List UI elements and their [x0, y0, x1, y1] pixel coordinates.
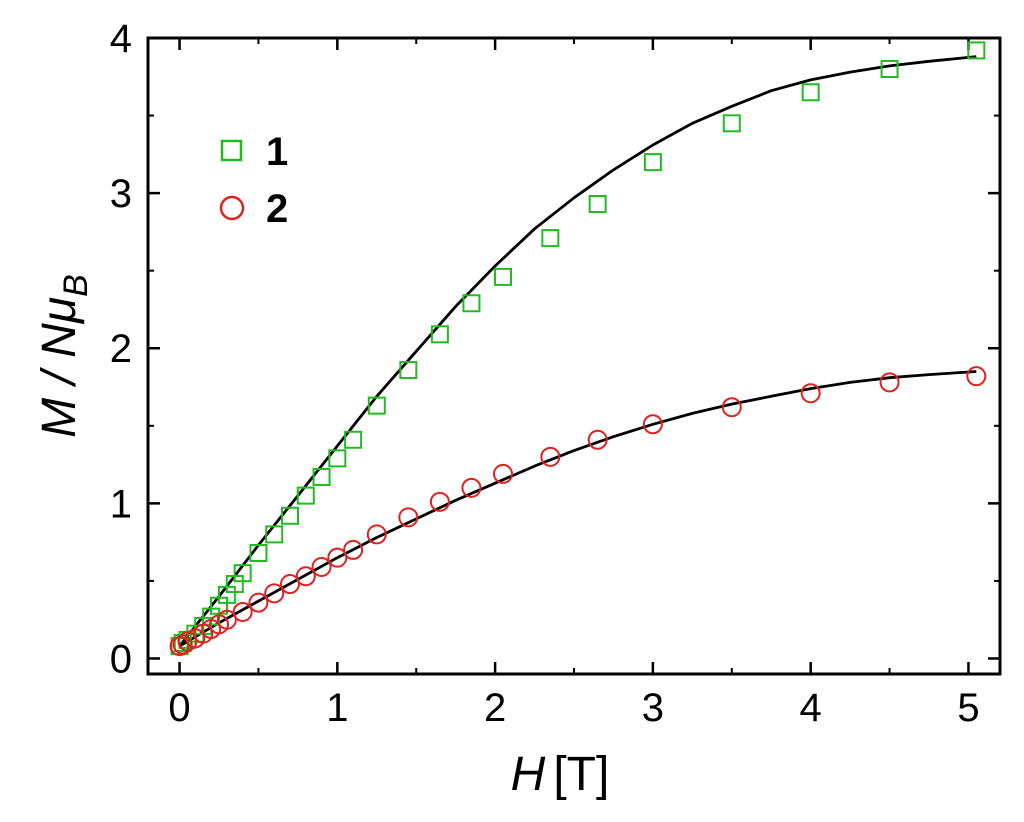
data-point-series-1	[233, 564, 252, 583]
data-point-series-2	[343, 539, 364, 560]
x-tick-label: 2	[484, 686, 506, 730]
data-point-series-1	[722, 114, 741, 133]
fit-curve-1	[178, 55, 977, 647]
data-point-series-1	[399, 360, 418, 379]
legend-marker-series-2	[219, 195, 245, 221]
data-point-series-2	[295, 566, 316, 587]
data-point-series-2	[721, 397, 742, 418]
legend-label-series-2: 2	[266, 187, 288, 231]
x-axis-title: H [T]	[511, 748, 610, 801]
data-point-series-2	[232, 601, 253, 622]
y-tick-label: 1	[110, 482, 132, 526]
data-point-series-2	[280, 574, 300, 595]
y-axis-label: M / Nμ	[33, 297, 86, 438]
fit-curves	[178, 55, 977, 648]
legend-label-series-1: 1	[266, 130, 288, 174]
data-point-series-2	[461, 477, 482, 498]
data-point-series-1	[249, 544, 268, 563]
data-point-series-1	[880, 60, 899, 79]
data-point-series-2	[311, 556, 332, 577]
y-axis-title: M / NμB	[33, 274, 95, 438]
data-point-series-1	[643, 153, 662, 172]
data-point-series-2	[172, 634, 193, 655]
x-axis-var: H	[511, 748, 546, 801]
data-point-series-1	[801, 83, 820, 102]
data-point-series-2	[642, 414, 663, 435]
axis-ticks: 0 1 2 3 4 5 0 1 2 3 4	[110, 17, 1000, 730]
y-axis-subscript: B	[57, 274, 95, 297]
x-tick-label: 3	[642, 686, 664, 730]
data-point-series-1	[967, 41, 986, 60]
data-point-series-1	[344, 430, 363, 449]
y-tick-label: 4	[110, 17, 132, 61]
x-tick-label: 0	[168, 686, 190, 730]
data-point-series-1	[462, 294, 481, 313]
data-point-series-1	[328, 449, 347, 468]
x-axis-unit: [T]	[553, 748, 609, 801]
data-point-series-2	[540, 446, 561, 467]
data-point-series-1	[588, 194, 607, 213]
data-point-series-1	[367, 396, 386, 415]
data-point-series-2	[327, 547, 348, 568]
data-point-series-2	[248, 592, 269, 613]
data-point-series-1	[494, 267, 512, 286]
data-point-series-2	[966, 366, 987, 387]
x-tick-label: 5	[957, 686, 979, 730]
data-point-series-2	[366, 524, 387, 545]
data-point-series-1	[265, 525, 284, 544]
data-point-series-2	[398, 507, 419, 528]
y-tick-label: 0	[110, 637, 132, 681]
fit-curve-2	[178, 370, 977, 648]
data-point-series-2	[587, 429, 608, 450]
data-point-series-2	[264, 583, 285, 604]
data-point-series-1	[541, 229, 560, 248]
y-tick-label: 2	[110, 327, 132, 371]
legend: 1 2	[219, 130, 288, 231]
data-point-series-1	[312, 467, 331, 486]
data-point-series-2	[800, 383, 821, 404]
data-point-series-2	[216, 609, 237, 630]
data-point-series-1	[281, 506, 299, 525]
legend-marker-series-1	[220, 139, 243, 162]
x-tick-label: 4	[800, 686, 822, 730]
x-tick-label: 1	[326, 686, 348, 730]
y-tick-label: 3	[110, 172, 132, 216]
data-point-series-1	[296, 486, 315, 505]
data-markers	[169, 41, 987, 657]
data-point-series-2	[879, 372, 900, 393]
data-point-series-2	[429, 491, 450, 512]
data-point-series-1	[430, 325, 449, 344]
data-point-series-2	[493, 463, 513, 484]
